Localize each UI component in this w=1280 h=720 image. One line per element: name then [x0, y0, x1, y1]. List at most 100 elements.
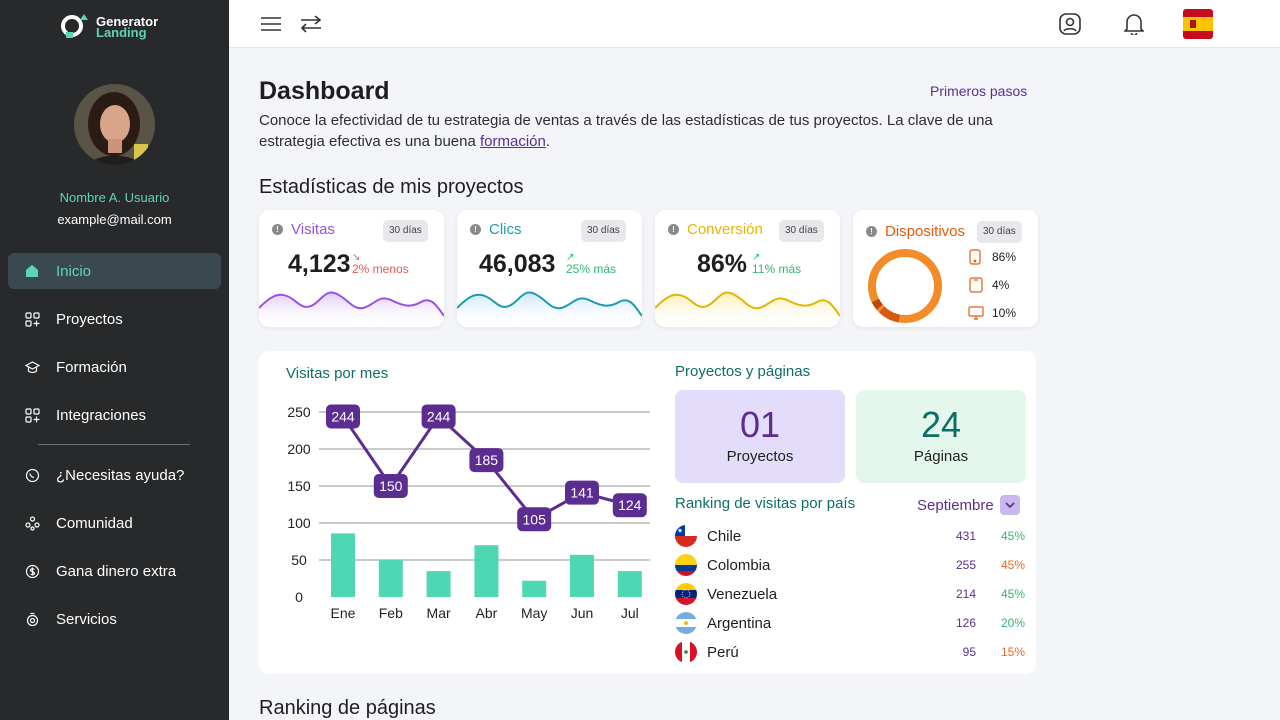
- nav-item-formacion[interactable]: Formación: [8, 349, 221, 385]
- ranking-row[interactable]: Venezuela 214 45%: [675, 583, 1025, 605]
- country-name: Colombia: [707, 556, 771, 574]
- x-tick-label: May: [521, 605, 547, 621]
- trend-down-icon: ↘: [352, 252, 361, 263]
- period-badge[interactable]: 30 días: [977, 221, 1022, 243]
- month-select[interactable]: Septiembre: [917, 495, 1020, 515]
- user-profile-icon[interactable]: [1058, 12, 1082, 36]
- period-badge[interactable]: 30 días: [581, 220, 626, 242]
- stat-delta: 25% más: [566, 262, 617, 276]
- ranking-row[interactable]: Argentina 126 20%: [675, 612, 1025, 634]
- topbar: [229, 0, 1280, 48]
- country-count: 95: [962, 645, 976, 659]
- flag-peru-icon: [675, 641, 697, 663]
- country-name: Perú: [707, 643, 739, 661]
- data-label-box: [469, 448, 504, 473]
- whatsapp-icon: [24, 467, 40, 483]
- country-pct: 20%: [1000, 616, 1025, 630]
- brand-line2: Landing: [96, 25, 147, 40]
- notification-bell-icon[interactable]: [1122, 12, 1146, 36]
- country-count: 255: [955, 558, 976, 572]
- intro-body: Conoce la efectividad de tu estrategia d…: [259, 112, 993, 150]
- bar: [617, 571, 642, 597]
- nav-item-gana-dinero[interactable]: Gana dinero extra: [8, 553, 221, 589]
- community-icon: [24, 515, 40, 531]
- country-pct: 45%: [1000, 529, 1025, 543]
- data-label-box: [373, 474, 408, 498]
- info-icon[interactable]: !: [866, 226, 877, 237]
- nav-label: Gana dinero extra: [56, 562, 177, 580]
- pages-count-box[interactable]: 24 Páginas: [856, 390, 1026, 483]
- y-tick-label: 150: [287, 478, 311, 494]
- stat-label: Conversión: [687, 221, 763, 238]
- projects-title: Proyectos y páginas: [675, 363, 811, 380]
- nav-label: Integraciones: [56, 406, 147, 424]
- trend-up-icon: ↗: [566, 252, 575, 263]
- nav-item-inicio[interactable]: Inicio: [8, 253, 221, 289]
- ranking-row[interactable]: Perú 95 15%: [675, 641, 1025, 663]
- intro-text: Conoce la efectividad de tu estrategia d…: [259, 110, 1049, 152]
- info-icon[interactable]: !: [272, 224, 283, 235]
- clics-sparkline: [457, 291, 642, 327]
- info-icon[interactable]: !: [668, 224, 679, 235]
- info-icon[interactable]: !: [470, 224, 481, 235]
- desktop-icon: [968, 306, 984, 325]
- brand-logo[interactable]: Generator Landing: [60, 12, 158, 42]
- nav-item-integraciones[interactable]: Integraciones: [8, 397, 221, 433]
- data-label: 244: [427, 408, 451, 424]
- stat-card-clics[interactable]: ! Clics 30 días 46,083 ↗ 25% más: [457, 210, 642, 327]
- first-steps-link[interactable]: Primeros pasos: [930, 83, 1028, 99]
- stat-value: 4,123: [288, 250, 351, 278]
- nav-label: Inicio: [56, 262, 92, 280]
- data-label-box: [612, 493, 647, 518]
- projects-count: 01: [739, 404, 781, 445]
- data-label: 105: [523, 511, 547, 527]
- y-tick-label: 50: [291, 552, 307, 568]
- stats-section-title: Estadísticas de mis proyectos: [259, 176, 524, 198]
- stat-card-visitas[interactable]: ! Visitas 30 días 4,123 ↘ 2% menos: [259, 210, 444, 327]
- nav-label: Servicios: [56, 610, 117, 628]
- nav-item-proyectos[interactable]: Proyectos: [8, 301, 221, 337]
- stat-card-conversion[interactable]: ! Conversión 30 días 86% ↗ 11% más: [655, 210, 840, 327]
- user-name: Nombre A. Usuario: [59, 190, 170, 205]
- data-label-box: [326, 404, 360, 429]
- devices-donut-chart: [868, 249, 942, 323]
- projects-count-box[interactable]: 01 Proyectos: [675, 390, 845, 483]
- logo-icon: [60, 12, 90, 42]
- nav-label: Comunidad: [56, 514, 133, 532]
- country-name: Venezuela: [707, 585, 778, 603]
- user-email: example@mail.com: [57, 212, 172, 227]
- period-badge[interactable]: 30 días: [779, 220, 824, 242]
- stat-card-dispositivos[interactable]: ! Dispositivos 30 días 86% 4% 10%: [853, 210, 1038, 327]
- chart-title: Visitas por mes: [286, 365, 389, 382]
- grid-plus-icon: [24, 407, 40, 423]
- x-tick-label: Jul: [621, 605, 639, 621]
- data-label: 244: [331, 408, 355, 424]
- nav-item-comunidad[interactable]: Comunidad: [8, 505, 221, 541]
- avatar[interactable]: [74, 84, 155, 165]
- bar: [522, 580, 547, 597]
- language-flag-es-icon[interactable]: [1182, 8, 1214, 40]
- nav-item-ayuda[interactable]: ¿Necesitas ayuda?: [8, 457, 221, 493]
- country-count: 214: [955, 587, 976, 601]
- nav-item-servicios[interactable]: Servicios: [8, 601, 221, 637]
- pages-count: 24: [920, 404, 962, 445]
- projects-label: Proyectos: [726, 448, 794, 465]
- data-label-box: [517, 507, 552, 532]
- y-tick-label: 250: [287, 404, 311, 420]
- ranking-row[interactable]: Chile 431 45%: [675, 525, 1025, 547]
- period-badge[interactable]: 30 días: [383, 220, 428, 242]
- data-label-box: [421, 404, 456, 429]
- page-title: Dashboard: [259, 77, 390, 105]
- pages-ranking-title: Ranking de páginas: [259, 697, 436, 719]
- formacion-link[interactable]: formación: [480, 133, 546, 150]
- chevron-down-icon: [999, 495, 1020, 515]
- x-tick-label: Abr: [476, 605, 498, 621]
- swap-arrows-icon[interactable]: [299, 12, 323, 36]
- menu-icon[interactable]: [259, 12, 283, 36]
- stat-value: 86%: [697, 250, 748, 278]
- stat-delta: 11% más: [752, 262, 802, 276]
- ranking-row[interactable]: Colombia 255 45%: [675, 554, 1025, 576]
- money-icon: [24, 563, 40, 579]
- flag-venezuela-icon: [675, 583, 697, 605]
- country-name: Argentina: [707, 614, 772, 632]
